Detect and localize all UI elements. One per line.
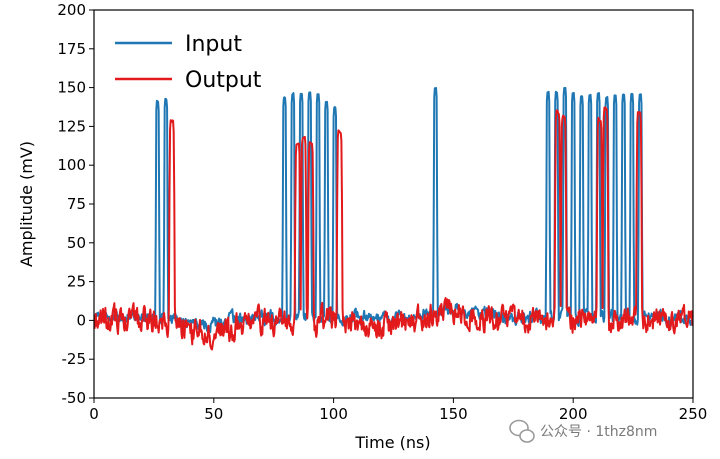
y-tick-label: -50 <box>62 389 87 407</box>
series-line-output <box>94 106 693 351</box>
y-tick-label: 150 <box>57 79 86 97</box>
wechat-icon <box>509 419 535 443</box>
y-tick-label: 25 <box>67 273 86 291</box>
y-tick-label: 200 <box>57 1 86 19</box>
y-axis-label: Amplitude (mV) <box>17 141 36 267</box>
x-tick-label: 200 <box>559 405 588 423</box>
y-tick-label: 75 <box>67 195 86 213</box>
y-tick-label: 100 <box>57 156 86 174</box>
x-tick-label: 150 <box>439 405 468 423</box>
x-tick-label: 100 <box>319 405 348 423</box>
watermark-text: 公众号 · 1thz8nm <box>540 424 657 440</box>
y-tick-label: 125 <box>57 117 86 135</box>
ticks-layer: 0 50 100 150 200 250 -50 -25 0 25 50 75 100 125 150 175… <box>57 1 707 423</box>
series-layer <box>94 86 693 351</box>
legend: Input Output <box>115 32 262 93</box>
legend-label-input: Input <box>185 32 242 57</box>
y-tick-label: 50 <box>67 234 86 252</box>
x-tick-label: 250 <box>679 405 708 423</box>
legend-label-output: Output <box>185 68 262 93</box>
watermark: 公众号 · 1thz8nm <box>509 419 657 443</box>
y-tick-label: -25 <box>62 350 87 368</box>
x-tick-label: 50 <box>204 405 223 423</box>
y-tick-label: 0 <box>76 311 86 329</box>
y-tick-label: 175 <box>57 40 86 58</box>
x-axis-label: Time (ns) <box>354 433 430 452</box>
x-tick-label: 0 <box>89 405 99 423</box>
